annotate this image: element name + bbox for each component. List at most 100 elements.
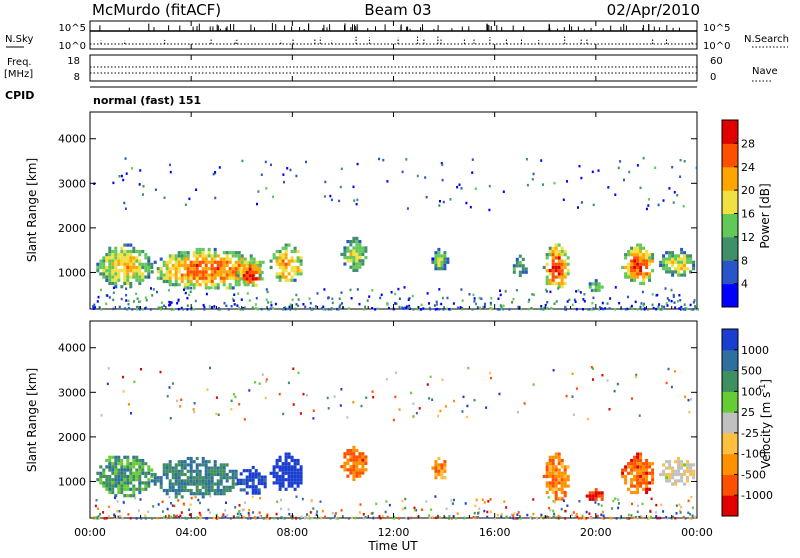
power-speckle [270, 163, 272, 167]
velocity-speckle [241, 508, 244, 512]
power-cell [147, 269, 151, 273]
velocity-speckle [515, 517, 518, 520]
power-cell [138, 249, 142, 254]
velocity-heatmap [92, 366, 697, 520]
power-cell [105, 278, 109, 282]
velocity-cell [551, 455, 555, 459]
power-cell [108, 256, 112, 260]
power-cell [665, 267, 669, 271]
power-cell [138, 265, 142, 270]
velocity-speckle [381, 514, 384, 518]
velocity-cell [636, 481, 640, 485]
power-speckle [331, 301, 334, 305]
velocity-speckle [334, 517, 337, 520]
power-cell [138, 278, 142, 282]
power-speckle [489, 301, 492, 305]
x-tick-label: 00:00 [74, 526, 106, 539]
nsky-label: N.Sky [5, 34, 33, 45]
velocity-cell [545, 465, 549, 469]
power-cell [677, 254, 681, 258]
power-cell [234, 283, 238, 287]
velocity-cell [278, 474, 282, 479]
power-speckle [651, 293, 654, 296]
power-cell [281, 259, 285, 263]
velocity-speckle [315, 513, 318, 516]
power-speckle [489, 307, 492, 310]
power-cell [674, 260, 678, 264]
power-cell [239, 274, 243, 278]
power-cell [168, 283, 172, 287]
power-speckle [144, 296, 147, 299]
velocity-cell [138, 462, 142, 466]
power-speckle [124, 157, 127, 160]
velocity-cell [114, 474, 118, 479]
velocity-cell [668, 463, 672, 467]
velocity-speckle [262, 517, 265, 520]
power-speckle [668, 299, 671, 302]
velocity-cell [296, 474, 300, 479]
power-speckle [497, 297, 500, 300]
velocity-cell [287, 481, 291, 485]
power-speckle [527, 307, 530, 311]
power-cell [515, 264, 519, 268]
velocity-cell [177, 463, 181, 467]
power-cell [440, 257, 444, 261]
power-speckle [241, 159, 244, 163]
power-cell [343, 252, 347, 256]
power-cell [557, 275, 561, 279]
velocity-speckle [509, 516, 512, 519]
power-cell [228, 260, 232, 264]
power-cell [228, 270, 232, 274]
power-cell [437, 263, 441, 268]
power-speckle [619, 160, 622, 163]
power-cell [147, 259, 151, 263]
power-cell [284, 269, 288, 273]
power-cell [665, 251, 669, 255]
power-speckle [170, 301, 173, 304]
power-cell [207, 251, 211, 255]
velocity-cell [138, 468, 142, 472]
power-cell [674, 270, 678, 274]
power-speckle [219, 308, 222, 311]
power-ylabel: Slant Range [km] [25, 158, 39, 262]
power-cell [364, 256, 368, 260]
velocity-cell [222, 488, 226, 493]
power-cell [293, 265, 297, 270]
power-cell [358, 265, 362, 269]
velocity-cell [141, 487, 145, 491]
velocity-speckle [352, 401, 355, 404]
power-speckle [371, 307, 374, 310]
velocity-speckle [130, 412, 132, 415]
power-speckle [452, 302, 455, 305]
power-cell [434, 257, 438, 261]
power-cell [192, 286, 196, 290]
power-cell [228, 276, 232, 280]
power-cell [108, 265, 112, 270]
power-cell [560, 262, 564, 266]
power-cell [352, 246, 356, 250]
velocity-cell [293, 474, 297, 479]
velocity-speckle [206, 388, 209, 391]
velocity-speckle [371, 390, 374, 393]
velocity-speckle [435, 516, 438, 520]
power-cell [213, 260, 217, 264]
velocity-cell [630, 490, 634, 495]
power-speckle [270, 301, 273, 304]
velocity-speckle [610, 516, 613, 520]
power-cell [642, 275, 646, 279]
velocity-cell [251, 481, 255, 486]
power-speckle [138, 183, 141, 186]
power-cell [551, 278, 555, 282]
power-cell [665, 260, 669, 264]
power-speckle [562, 198, 565, 201]
velocity-cell [189, 476, 193, 480]
power-cell [560, 275, 564, 279]
power-cell [102, 265, 106, 270]
power-speckle [160, 306, 163, 309]
power-cell [165, 263, 169, 268]
power-speckle [270, 304, 273, 307]
power-speckle [614, 286, 617, 289]
power-cell [255, 260, 259, 264]
velocity-cell [560, 481, 564, 485]
power-cell [662, 267, 666, 271]
